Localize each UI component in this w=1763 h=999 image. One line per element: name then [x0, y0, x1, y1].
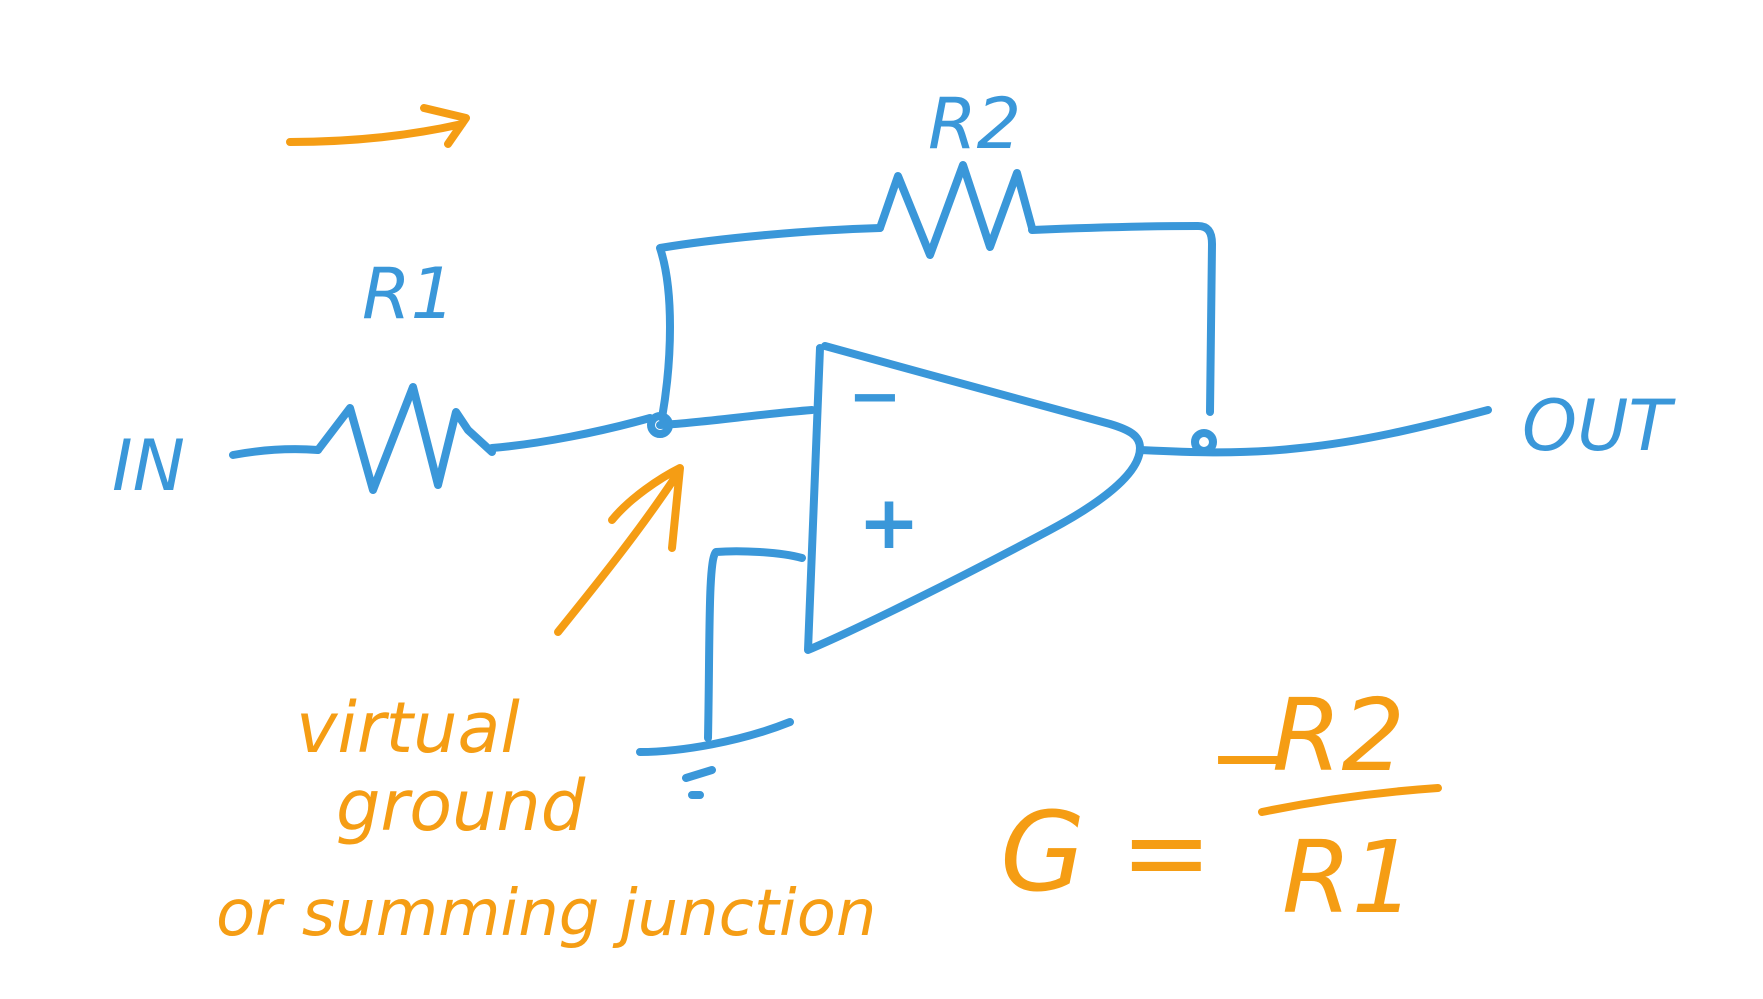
output-wire: [1136, 406, 1492, 457]
gain-formula-lhs: G =: [1000, 788, 1212, 916]
inverting-input-sign: −: [848, 360, 902, 434]
input-label: IN: [112, 425, 185, 507]
virtual-ground-label-line1: virtual: [296, 687, 520, 769]
ground-symbol: [636, 718, 794, 799]
gain-formula-denominator: R1: [1282, 819, 1415, 936]
feedback-wire-left: [656, 224, 884, 422]
feedback-wire-right: [1028, 222, 1216, 416]
r1-to-node-wire: [488, 414, 654, 452]
gain-formula-numerator: R2: [1272, 677, 1405, 794]
output-node: [1191, 429, 1217, 455]
annotation-group: [286, 104, 684, 636]
gain-formula-minus: −: [1208, 701, 1288, 813]
virtual-ground-label-line2: ground: [336, 765, 586, 847]
noninverting-input-wire: [704, 547, 806, 742]
r1-resistor: [314, 383, 496, 494]
r1-label: R1: [362, 253, 455, 335]
summing-junction-label: or summing junction: [216, 877, 876, 951]
gain-fraction-bar: [1258, 784, 1442, 816]
input-wire: [229, 445, 322, 459]
circuit-group: [229, 161, 1492, 799]
r2-label: R2: [928, 83, 1021, 165]
r2-resistor: [876, 161, 1036, 259]
noninverting-input-sign: +: [858, 480, 920, 566]
current-direction-arrow: [286, 104, 470, 148]
summing-junction-pointer-arrow: [554, 464, 684, 636]
output-label: OUT: [1522, 385, 1676, 467]
node-to-inverting-input-wire: [656, 406, 816, 429]
